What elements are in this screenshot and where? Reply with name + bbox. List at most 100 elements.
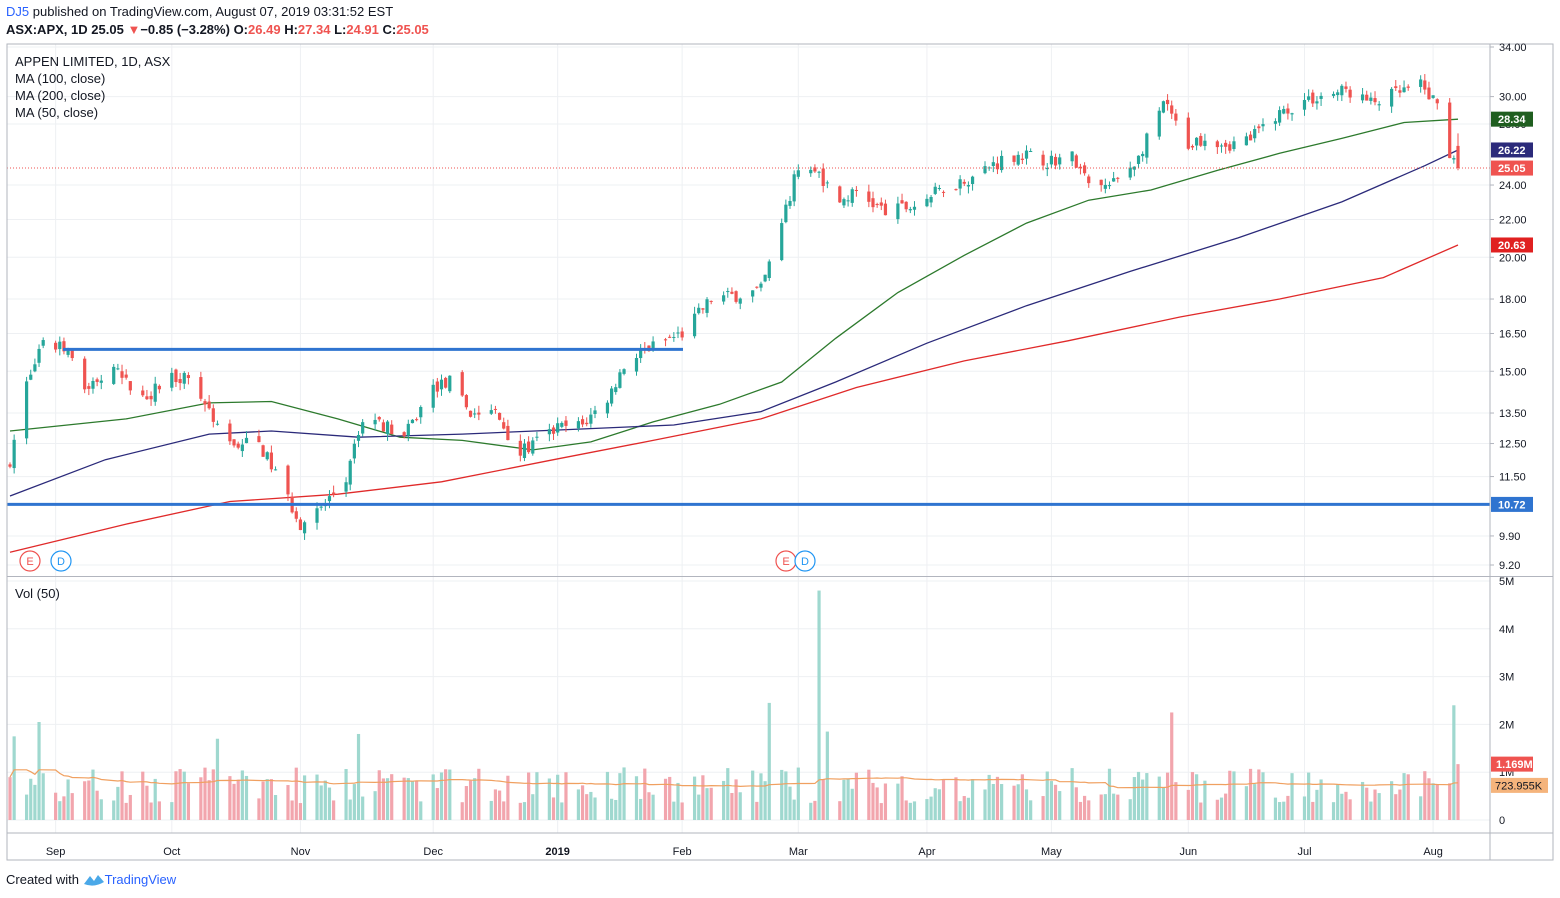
volume-bar: [663, 778, 668, 820]
candle-up: [672, 336, 676, 338]
volume-bar: [460, 802, 464, 820]
candle-down: [477, 412, 481, 415]
candle-up: [767, 261, 771, 279]
candle-up: [817, 171, 821, 173]
candle-down: [149, 395, 153, 400]
volume-bar: [390, 774, 394, 820]
candle-down: [186, 375, 191, 379]
volume-bar: [431, 774, 435, 820]
candle-down: [813, 167, 817, 172]
candle-up: [634, 357, 639, 372]
volume-bar: [556, 774, 560, 820]
legend-ma100[interactable]: MA (100, close): [15, 71, 106, 86]
ma50-line: [9, 118, 1459, 451]
volume-bar: [697, 794, 701, 820]
tradingview-logo-icon[interactable]: [83, 872, 105, 889]
candle-down: [83, 358, 87, 390]
candle-up: [99, 380, 103, 383]
volume-bar: [1344, 791, 1348, 820]
candle-down: [54, 342, 58, 350]
candle-down: [734, 291, 738, 302]
candle-down: [875, 204, 879, 206]
candle-up: [439, 379, 444, 390]
volume-bar: [518, 802, 522, 820]
volume-bar: [12, 736, 16, 820]
candle-down: [1165, 99, 1170, 105]
candle-up: [12, 439, 16, 469]
volume-bar: [477, 768, 481, 820]
volume-legend[interactable]: Vol (50): [15, 586, 60, 601]
volume-bar: [207, 780, 211, 820]
volume-bar: [124, 802, 128, 820]
candle-down: [1199, 135, 1203, 146]
price-tick-label: 20.00: [1499, 252, 1527, 264]
volume-bar: [522, 802, 527, 820]
candle-down: [867, 191, 871, 202]
candle-up: [240, 444, 244, 452]
candle-down: [1348, 89, 1352, 98]
time-tick-label: May: [1041, 846, 1062, 858]
horizontal-lines[interactable]: [7, 167, 1490, 506]
volume-bar: [506, 775, 510, 820]
volume-bar: [373, 791, 377, 820]
volume-bar: [995, 776, 1000, 820]
volume-bar: [1282, 801, 1286, 820]
candle-up: [522, 443, 527, 459]
candle-down: [464, 395, 468, 408]
volume-bar: [780, 769, 784, 820]
candle-up: [792, 174, 796, 202]
volume-bar: [70, 793, 74, 820]
candle-up: [825, 182, 829, 184]
time-tick-label: Feb: [673, 846, 692, 858]
candle-down: [1456, 145, 1460, 169]
candle-up: [589, 414, 593, 424]
volume-bar: [1103, 794, 1107, 820]
candle-up: [639, 350, 643, 359]
candle-up: [1319, 95, 1323, 99]
volume-bar: [1228, 770, 1232, 820]
candle-up: [473, 413, 477, 415]
volume-bar: [954, 777, 958, 820]
volume-bar: [701, 775, 705, 820]
volume-bar: [232, 783, 236, 820]
candle-up: [1340, 85, 1344, 96]
volume-bar: [203, 767, 207, 820]
candle-down: [709, 300, 713, 302]
candle-down: [435, 381, 439, 392]
candle-down: [294, 511, 298, 519]
volume-bar: [361, 796, 365, 820]
hline-badge-label: 10.72: [1498, 499, 1526, 511]
volume-bar: [257, 798, 261, 820]
time-tick-label: Nov: [291, 846, 311, 858]
legend-ma200[interactable]: MA (200, close): [15, 88, 106, 103]
candle-up: [1157, 110, 1161, 137]
candle-down: [1170, 105, 1174, 114]
candle-down: [228, 423, 232, 442]
candle-up: [29, 374, 33, 380]
footer: Created with TradingView: [6, 872, 176, 889]
dividend-marker: [794, 550, 816, 572]
volume-bar: [1419, 796, 1423, 820]
candle-down: [1078, 166, 1083, 169]
ma100-badge: [1491, 142, 1533, 158]
volume-bar: [987, 774, 991, 820]
time-axis[interactable]: Sep Oct Nov Dec 2019 Feb Mar Apr May Jun Jul Aug: [46, 846, 1443, 858]
candle-up: [1024, 150, 1029, 159]
candle-down: [1012, 155, 1016, 162]
volume-bar: [821, 779, 825, 820]
candle-down: [174, 369, 178, 383]
volume-bar: [91, 769, 95, 820]
candle-up: [1016, 154, 1020, 165]
candle-up: [1132, 166, 1136, 170]
candle-up: [1360, 94, 1365, 101]
volume-bar: [1315, 789, 1319, 820]
volume-bar: [1336, 783, 1340, 820]
legend-ma50[interactable]: MA (50, close): [15, 105, 99, 120]
candle-down: [232, 439, 236, 446]
legend-title[interactable]: APPEN LIMITED, 1D, ASX: [15, 54, 171, 69]
volume-bar: [796, 767, 800, 820]
author-link[interactable]: DJ5: [6, 4, 30, 19]
tradingview-brand[interactable]: TradingView: [104, 872, 177, 887]
